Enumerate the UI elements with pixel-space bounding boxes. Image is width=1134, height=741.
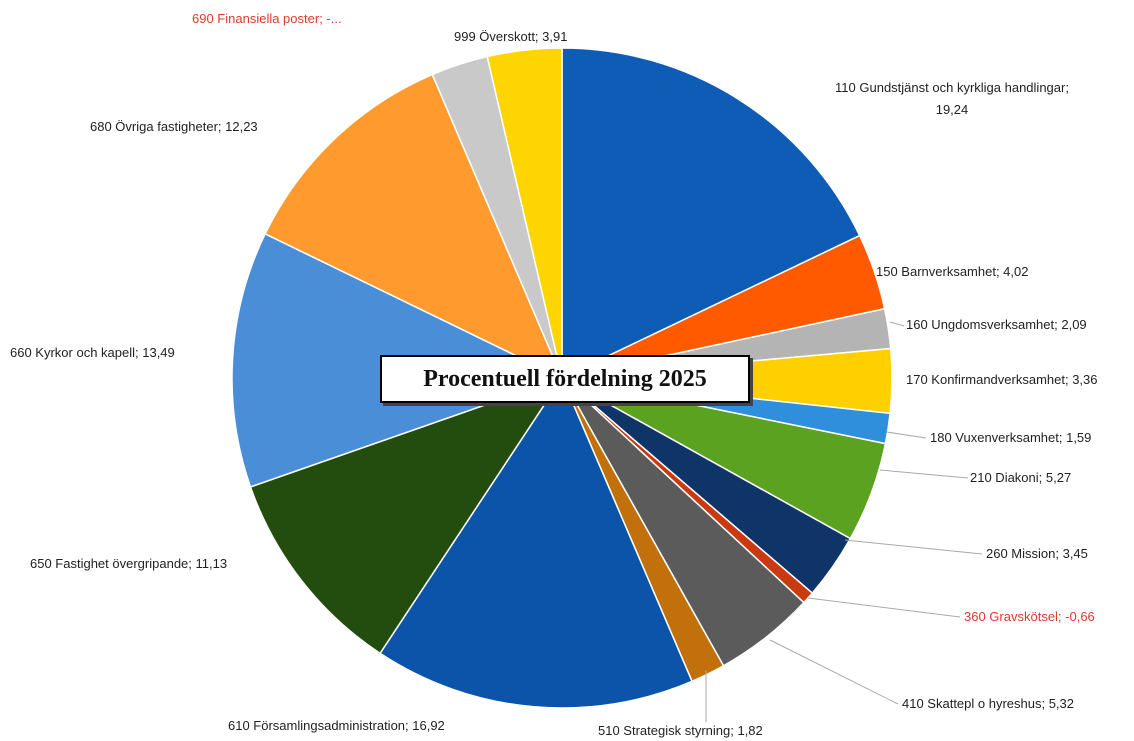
slice-label: 150 Barnverksamhet; 4,02: [876, 264, 1028, 279]
pie-slice: [486, 47, 563, 379]
slice-label: 660 Kyrkor och kapell; 13,49: [10, 345, 175, 360]
chart-title: Procentuell fördelning 2025: [423, 365, 707, 392]
slice-label: 210 Diakoni; 5,27: [970, 470, 1071, 485]
slice-label: 680 Övriga fastigheter; 12,23: [90, 119, 258, 134]
slice-label: 160 Ungdomsverksamhet; 2,09: [906, 317, 1087, 332]
slice-label: 360 Gravskötsel; -0,66: [964, 609, 1095, 624]
leader-line: [886, 431, 927, 439]
pie-slice: [379, 376, 694, 709]
slice-label: 19,24: [936, 102, 969, 117]
slice-label: 999 Överskott; 3,91: [454, 29, 567, 44]
slice-label: 110 Gundstjänst och kyrkliga handlingar;: [835, 80, 1069, 95]
slice-label: 690 Finansiella poster; -...: [192, 11, 342, 26]
chart-title-box: Procentuell fördelning 2025: [380, 355, 750, 403]
slice-label: 180 Vuxenverksamhet; 1,59: [930, 430, 1091, 445]
slice-label: 410 Skattepl o hyreshus; 5,32: [902, 696, 1074, 711]
pie-slices: [231, 47, 893, 709]
pie-slice: [561, 47, 861, 380]
leader-line: [807, 597, 961, 618]
leader-line: [844, 539, 983, 555]
leader-line: [769, 639, 899, 705]
leader-line: [889, 321, 905, 327]
pie-slice: [264, 73, 564, 380]
leader-lines: [705, 321, 983, 722]
pie-slice: [249, 376, 564, 655]
slice-label: 260 Mission; 3,45: [986, 546, 1088, 561]
leader-line: [879, 469, 969, 479]
slice-labels: 110 Gundstjänst och kyrkliga handlingar;…: [10, 11, 1098, 738]
slice-label: 650 Fastighet övergripande; 11,13: [30, 556, 227, 571]
slice-label: 610 Församlingsadministration; 16,92: [228, 718, 445, 733]
slice-label: 170 Konfirmandverksamhet; 3,36: [906, 372, 1098, 387]
slice-label: 510 Strategisk styrning; 1,82: [598, 723, 763, 738]
